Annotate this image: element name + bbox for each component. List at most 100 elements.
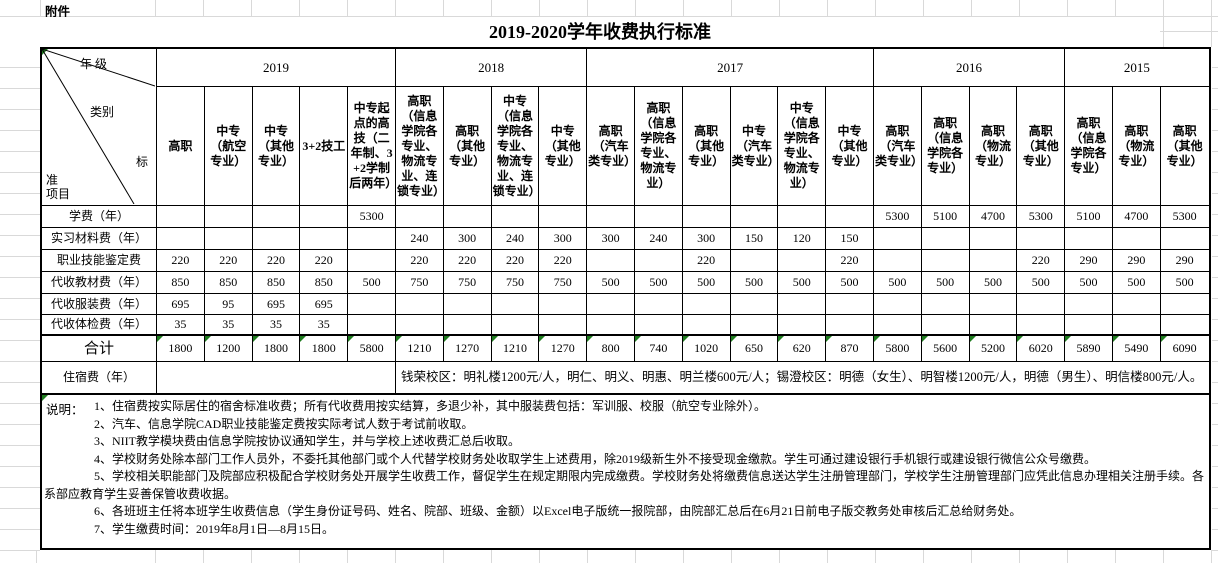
fee-value-cell[interactable] [539,206,588,228]
fee-value-cell[interactable]: 500 [634,272,683,294]
fee-value-cell[interactable] [395,206,444,228]
category-header-cell[interactable]: 中专（航空专业） [204,87,253,206]
fee-value-cell[interactable] [826,294,874,315]
category-header-cell[interactable]: 高职（物流专业） [1112,87,1161,206]
fee-value-cell[interactable]: 300 [587,228,635,250]
fee-value-cell[interactable] [921,294,970,315]
total-value-cell[interactable]: 1800 [252,336,301,362]
fee-row-label-cell[interactable]: 代收体检费（年） [42,315,157,336]
fee-value-cell[interactable] [443,315,492,336]
fee-value-cell[interactable]: 500 [1017,272,1066,294]
fee-row-label-cell[interactable]: 代收服装费（年） [42,294,157,315]
category-header-cell[interactable]: 中专（其他专业） [252,87,301,206]
fee-value-cell[interactable] [204,228,253,250]
fee-value-cell[interactable] [1065,294,1113,315]
fee-row-label-cell[interactable]: 实习材料费（年） [42,228,157,250]
fee-value-cell[interactable]: 5300 [873,206,922,228]
fee-value-cell[interactable] [395,294,444,315]
fee-value-cell[interactable]: 290 [1065,250,1113,272]
category-header-cell[interactable]: 高职（其他专业） [443,87,492,206]
fee-value-cell[interactable] [1112,294,1161,315]
category-header-cell[interactable]: 高职 [157,87,205,206]
accommodation-spacer-cell[interactable] [157,362,396,393]
fee-value-cell[interactable]: 750 [491,272,540,294]
fee-value-cell[interactable] [157,206,205,228]
fee-value-cell[interactable] [1160,294,1209,315]
category-header-cell[interactable]: 高职（汽车类专业） [587,87,635,206]
year-header-cell[interactable]: 2017 [587,49,874,87]
fee-value-cell[interactable] [1112,228,1161,250]
fee-value-cell[interactable]: 750 [443,272,492,294]
fee-value-cell[interactable] [348,228,396,250]
fee-value-cell[interactable]: 35 [252,315,301,336]
fee-value-cell[interactable] [873,294,922,315]
category-header-cell[interactable]: 高职（其他专业） [1160,87,1209,206]
category-header-cell[interactable]: 中专（信息学院各专业、物流专业） [778,87,827,206]
fee-value-cell[interactable]: 695 [252,294,301,315]
fee-row-label-cell[interactable]: 学费（年） [42,206,157,228]
fee-value-cell[interactable] [873,228,922,250]
fee-value-cell[interactable]: 500 [969,272,1018,294]
total-value-cell[interactable]: 800 [587,336,635,362]
fee-value-cell[interactable] [539,294,588,315]
fee-value-cell[interactable]: 240 [395,228,444,250]
fee-value-cell[interactable] [1017,315,1066,336]
fee-value-cell[interactable]: 500 [778,272,827,294]
fee-value-cell[interactable] [778,250,827,272]
fee-value-cell[interactable] [395,315,444,336]
fee-value-cell[interactable] [300,206,349,228]
fee-value-cell[interactable] [348,315,396,336]
fee-value-cell[interactable]: 150 [730,228,779,250]
fee-value-cell[interactable]: 220 [682,250,731,272]
fee-value-cell[interactable] [969,250,1018,272]
fee-value-cell[interactable]: 95 [204,294,253,315]
fee-value-cell[interactable] [587,206,635,228]
fee-value-cell[interactable] [682,294,731,315]
category-header-cell[interactable]: 中专（其他专业） [826,87,874,206]
category-header-cell[interactable]: 3+2技工 [300,87,349,206]
fee-value-cell[interactable]: 220 [443,250,492,272]
total-value-cell[interactable]: 870 [826,336,874,362]
fee-value-cell[interactable] [539,315,588,336]
fee-value-cell[interactable]: 35 [204,315,253,336]
fee-value-cell[interactable]: 500 [873,272,922,294]
category-header-cell[interactable]: 高职（物流专业） [969,87,1018,206]
fee-value-cell[interactable] [730,315,779,336]
fee-value-cell[interactable] [969,315,1018,336]
fee-value-cell[interactable] [1112,315,1161,336]
fee-value-cell[interactable]: 850 [157,272,205,294]
notes-box[interactable]: 说明： 1、住宿费按实际居住的宿舍标准收费；所有代收费用按实结算，多退少补，其中… [40,395,1211,550]
fee-value-cell[interactable]: 240 [491,228,540,250]
category-header-cell[interactable]: 中专（其他专业） [539,87,588,206]
total-value-cell[interactable]: 5490 [1112,336,1161,362]
total-value-cell[interactable]: 650 [730,336,779,362]
total-value-cell[interactable]: 6090 [1160,336,1209,362]
fee-value-cell[interactable]: 220 [204,250,253,272]
fee-value-cell[interactable]: 500 [826,272,874,294]
fee-value-cell[interactable] [730,206,779,228]
fee-value-cell[interactable] [634,206,683,228]
year-header-cell[interactable]: 2015 [1065,49,1209,87]
fee-value-cell[interactable] [778,294,827,315]
total-value-cell[interactable]: 6020 [1017,336,1066,362]
fee-value-cell[interactable] [730,250,779,272]
fee-value-cell[interactable]: 850 [204,272,253,294]
year-header-cell[interactable]: 2019 [157,49,396,87]
fee-value-cell[interactable] [682,206,731,228]
fee-value-cell[interactable] [634,250,683,272]
attachment-label[interactable]: 附件 [45,5,71,19]
fee-value-cell[interactable]: 220 [1017,250,1066,272]
corner-cell[interactable]: 年 级 类别 标 准 项目 [42,49,157,206]
fee-value-cell[interactable]: 220 [157,250,205,272]
total-value-cell[interactable]: 1200 [204,336,253,362]
fee-value-cell[interactable]: 500 [587,272,635,294]
total-value-cell[interactable]: 740 [634,336,683,362]
category-header-cell[interactable]: 高职（信息学院各专业、物流专业） [634,87,683,206]
fee-value-cell[interactable] [491,294,540,315]
fee-value-cell[interactable] [300,228,349,250]
fee-value-cell[interactable]: 500 [921,272,970,294]
fee-value-cell[interactable] [873,250,922,272]
fee-value-cell[interactable] [826,206,874,228]
fee-value-cell[interactable]: 220 [252,250,301,272]
category-header-cell[interactable]: 中专（汽车类专业） [730,87,779,206]
